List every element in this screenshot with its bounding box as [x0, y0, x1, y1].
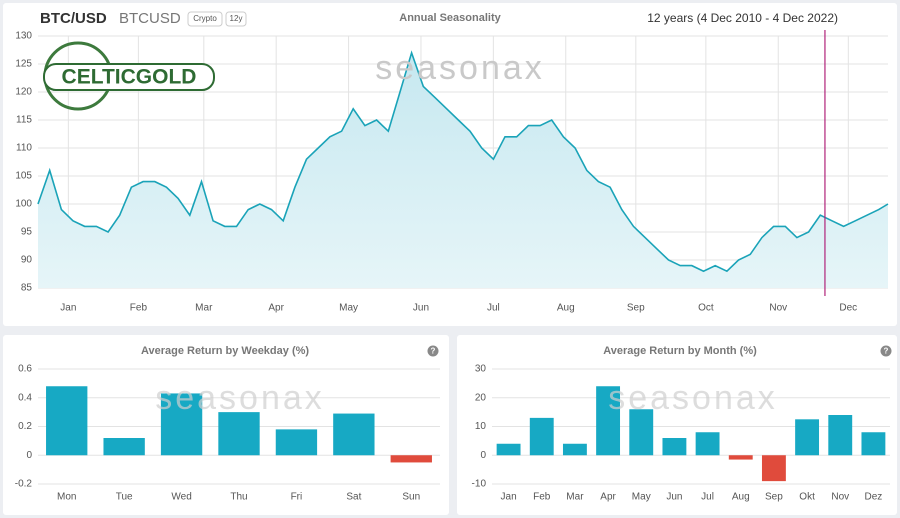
panel — [457, 335, 897, 515]
bar — [795, 419, 820, 456]
y-tick-label: 0.6 — [18, 364, 32, 375]
y-tick-label: 85 — [21, 283, 33, 294]
bar — [496, 443, 521, 456]
help-icon[interactable]: ? — [884, 347, 889, 356]
x-tick-label: Aug — [732, 492, 750, 503]
y-tick-label: 130 — [15, 31, 32, 42]
x-tick-label: Nov — [831, 492, 849, 503]
tag — [187, 11, 223, 27]
x-tick-label: Jul — [701, 492, 714, 503]
bar — [695, 432, 720, 456]
y-tick-label: 105 — [15, 171, 32, 182]
bar — [333, 413, 375, 456]
bar — [529, 417, 554, 456]
y-tick-label: 110 — [16, 143, 32, 154]
chart-title: Average Return by Month (%) — [603, 345, 757, 357]
x-tick-label: Apr — [600, 492, 616, 503]
date-range: 12 years (4 Dec 2010 - 4 Dec 2022) — [647, 11, 838, 25]
y-tick-label: 20 — [475, 392, 487, 403]
logo: CELTICGOLD — [62, 66, 197, 89]
help-icon[interactable] — [880, 345, 892, 357]
tag: 12y — [230, 14, 243, 23]
y-tick-label: 0 — [480, 450, 486, 461]
help-icon[interactable]: ? — [431, 347, 436, 356]
x-tick-label: Sun — [402, 492, 420, 503]
y-tick-label: 30 — [475, 364, 487, 375]
bar — [761, 455, 786, 482]
y-tick-label: -10 — [472, 479, 487, 490]
x-tick-label: Sep — [627, 303, 645, 314]
x-tick-label: Okt — [799, 492, 815, 503]
x-tick-label: Jan — [501, 492, 517, 503]
x-tick-label: Sat — [346, 492, 361, 503]
y-tick-label: 10 — [475, 421, 487, 432]
bar — [103, 438, 145, 456]
y-tick-label: 120 — [15, 87, 32, 98]
x-tick-label: Tue — [116, 492, 133, 503]
bar — [861, 432, 886, 456]
x-tick-label: Oct — [698, 303, 714, 314]
x-tick-label: Mar — [566, 492, 584, 503]
logo-badge — [43, 63, 215, 91]
x-tick-label: Mon — [57, 492, 76, 503]
x-tick-label: Wed — [171, 492, 191, 503]
bar — [160, 393, 203, 456]
x-tick-label: Jun — [413, 303, 429, 314]
y-tick-label: 115 — [16, 115, 32, 126]
bar — [390, 455, 432, 463]
bar — [629, 409, 654, 456]
x-tick-label: Feb — [130, 303, 148, 314]
y-tick-label: 95 — [21, 227, 33, 238]
symbol: BTC/USD — [40, 10, 107, 27]
bar — [275, 429, 318, 456]
watermark: seasonax — [608, 379, 778, 417]
x-tick-label: Thu — [230, 492, 247, 503]
bar — [662, 438, 687, 456]
bar — [46, 386, 88, 456]
x-tick-label: Fri — [291, 492, 303, 503]
y-tick-label: 0.4 — [18, 392, 32, 403]
area — [38, 52, 888, 288]
y-tick-label: 125 — [15, 59, 32, 70]
x-tick-label: Dez — [865, 492, 883, 503]
code: BTCUSD — [119, 10, 181, 27]
tag: Crypto — [193, 14, 217, 23]
x-tick-label: May — [632, 492, 651, 503]
bar — [728, 455, 753, 460]
x-tick-label: Sep — [765, 492, 783, 503]
y-tick-label: 100 — [15, 199, 32, 210]
y-tick-label: 0.2 — [18, 421, 32, 432]
bar — [562, 443, 587, 456]
y-tick-label: 0 — [26, 450, 32, 461]
x-tick-label: Mar — [195, 303, 213, 314]
watermark: seasonax — [155, 379, 325, 417]
x-tick-label: Jul — [487, 303, 500, 314]
watermark: seasonax — [375, 49, 545, 87]
x-tick-label: Dec — [839, 303, 857, 314]
x-tick-label: Feb — [533, 492, 551, 503]
chart-title: Average Return by Weekday (%) — [141, 345, 309, 357]
x-tick-label: Jan — [60, 303, 76, 314]
bar — [596, 386, 621, 456]
bar — [828, 415, 853, 456]
line — [37, 50, 889, 273]
bar — [218, 412, 260, 456]
x-tick-label: May — [339, 303, 358, 314]
x-tick-label: Apr — [268, 303, 284, 314]
tag — [225, 11, 247, 27]
y-tick-label: -0.2 — [15, 479, 33, 490]
y-tick-label: 90 — [21, 255, 33, 266]
x-tick-label: Jun — [666, 492, 682, 503]
x-tick-label: Nov — [769, 303, 787, 314]
x-tick-label: Aug — [557, 303, 575, 314]
chart-title: Annual Seasonality — [399, 12, 501, 24]
help-icon[interactable] — [427, 345, 439, 357]
